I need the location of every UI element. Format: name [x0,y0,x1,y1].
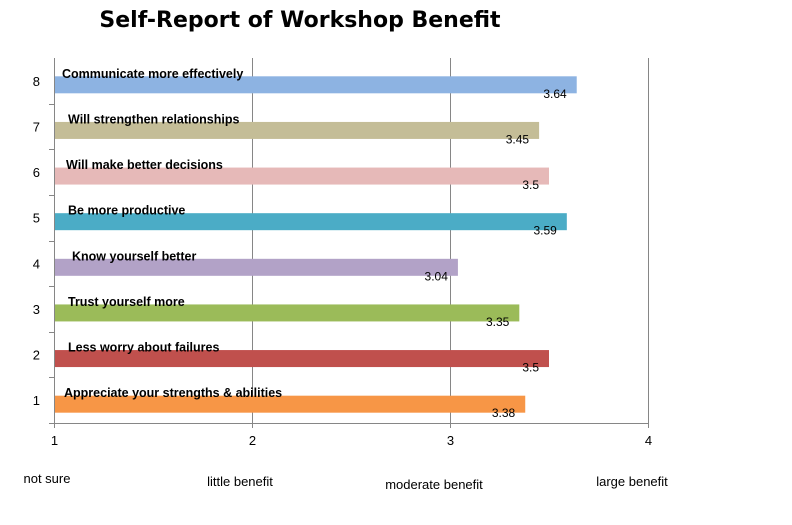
bar-value-label-6: 3.5 [522,178,539,192]
x-tick-label-1: 1 [51,433,58,448]
bar-category-label-3: Trust yourself more [68,295,185,309]
bar-category-label-6: Will make better decisions [66,158,223,172]
bar-value-label-2: 3.5 [522,361,539,375]
x-tick-label-4: 4 [645,433,652,448]
y-tick-label-3: 3 [33,302,40,317]
bar-3 [55,304,520,322]
bar-4 [55,258,458,276]
x-category-label-4: large benefit [596,474,668,489]
chart-title: Self-Report of Workshop Benefit [99,8,501,33]
bar-value-label-3: 3.35 [486,315,510,329]
bar-value-label-4: 3.04 [425,269,449,283]
x-tick-label-3: 3 [447,433,454,448]
y-tick-label-7: 7 [33,119,40,134]
bar-category-label-5: Be more productive [68,204,185,218]
bar-category-label-2: Less worry about failures [68,341,219,355]
y-tick-label-5: 5 [33,211,40,226]
bar-category-label-8: Communicate more effectively [62,67,243,81]
y-tick-label-4: 4 [33,256,40,271]
bar-5 [55,213,567,231]
y-tick-label-6: 6 [33,165,40,180]
y-tick-label-8: 8 [33,74,40,89]
bar-value-label-1: 3.38 [492,406,516,420]
bar-7 [55,121,540,139]
bar-value-label-7: 3.45 [506,132,530,146]
x-tick-label-2: 2 [249,433,256,448]
bar-category-label-4: Know yourself better [72,249,196,263]
bar-category-label-1: Appreciate your strengths & abilities [64,386,282,400]
x-category-label-2: little benefit [207,474,273,489]
x-category-label-1: not sure [24,471,71,486]
bar-value-label-5: 3.59 [533,224,557,238]
bar-8 [55,76,577,94]
bar-category-label-7: Will strengthen relationships [68,112,239,126]
bar-6 [55,167,549,185]
bar-1 [55,395,526,413]
bar-value-label-8: 3.64 [543,87,567,101]
y-tick-label-2: 2 [33,348,40,363]
bar-2 [55,350,549,368]
y-tick-label-1: 1 [33,393,40,408]
x-category-label-3: moderate benefit [385,477,483,492]
